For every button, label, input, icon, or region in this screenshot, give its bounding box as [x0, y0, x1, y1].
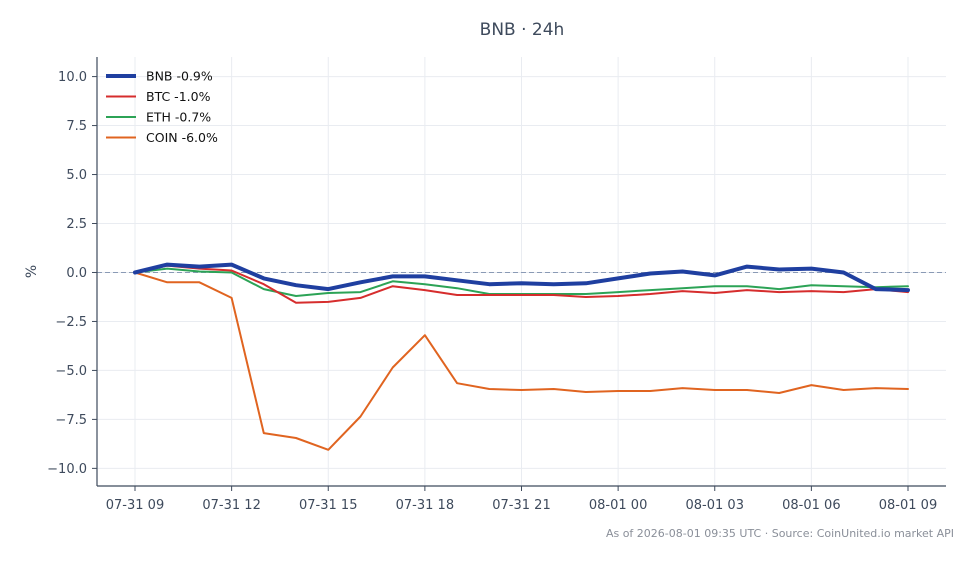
- y-tick-label: 0.0: [66, 266, 87, 281]
- series-lines: [133, 262, 910, 451]
- y-axis-label: %: [24, 265, 40, 278]
- legend-label-coin: COIN -6.0%: [146, 130, 218, 145]
- x-tick-label: 08-01 00: [589, 498, 647, 513]
- legend-label-eth: ETH -0.7%: [146, 110, 211, 125]
- x-tick-label: 07-31 12: [202, 498, 260, 513]
- y-tick-label: −5.0: [55, 364, 87, 379]
- series-line-btc: [134, 264, 909, 304]
- series-line-coin: [134, 271, 909, 451]
- y-tick-label: 2.5: [66, 217, 87, 232]
- y-tick-label: 10.0: [58, 70, 87, 85]
- x-tick-label: 07-31 09: [106, 498, 164, 513]
- legend: BNB -0.9% BTC -1.0% ETH -0.7% COIN -6.0%: [106, 69, 218, 145]
- y-tick-label: −2.5: [55, 315, 87, 330]
- legend-label-bnb: BNB -0.9%: [146, 69, 213, 84]
- chart-title: BNB · 24h: [479, 20, 565, 40]
- series-line-bnb: [133, 262, 910, 293]
- y-tick-label: 5.0: [66, 168, 87, 183]
- y-tick-label: −7.5: [55, 413, 87, 428]
- y-tick-label: 7.5: [66, 119, 87, 134]
- x-tick-label: 08-01 03: [686, 498, 744, 513]
- legend-label-btc: BTC -1.0%: [146, 89, 211, 104]
- x-tick-label: 07-31 15: [299, 498, 357, 513]
- x-tick-label: 08-01 06: [782, 498, 840, 513]
- y-tick-label: −10.0: [47, 462, 87, 477]
- axes: −10.0 −7.5 −5.0 −2.5 0.0 2.5 5.0 7.5 10.0 07-31 0…: [47, 57, 946, 513]
- x-tick-label: 07-31 18: [396, 498, 454, 513]
- x-tick-label: 08-01 09: [879, 498, 937, 513]
- source-footnote: As of 2026-08-01 09:35 UTC · Source: Coi…: [605, 527, 954, 540]
- x-tick-label: 07-31 21: [492, 498, 550, 513]
